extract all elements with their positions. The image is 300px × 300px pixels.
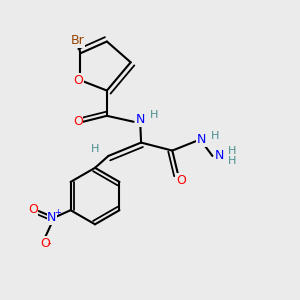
Text: O: O <box>73 115 83 128</box>
Text: H: H <box>150 110 158 120</box>
Text: H: H <box>227 146 236 156</box>
Text: -: - <box>48 238 52 248</box>
Text: N: N <box>197 134 206 146</box>
Text: N: N <box>214 149 224 162</box>
Text: O: O <box>40 237 50 250</box>
Text: +: + <box>54 208 61 217</box>
Text: O: O <box>176 174 186 187</box>
Text: Br: Br <box>70 34 84 47</box>
Text: N: N <box>47 211 56 224</box>
Text: O: O <box>74 74 84 87</box>
Text: O: O <box>28 203 38 216</box>
Text: H: H <box>227 156 236 166</box>
Text: H: H <box>211 131 220 141</box>
Text: H: H <box>91 143 99 154</box>
Text: N: N <box>136 113 145 126</box>
